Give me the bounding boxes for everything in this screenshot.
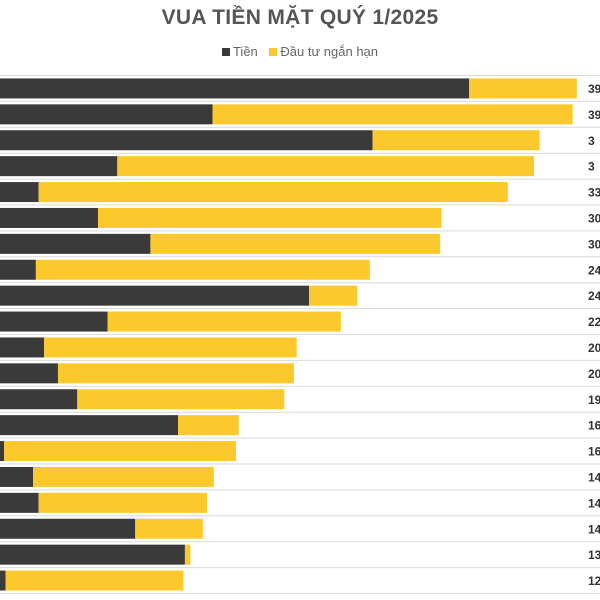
bar-dau-tu (33, 466, 214, 487)
bar-dau-tu (309, 285, 358, 306)
bar-tien (0, 311, 108, 332)
legend-item-tien: Tiền (221, 44, 258, 59)
bar-dau-tu (212, 104, 573, 125)
data-label: 16 (588, 419, 600, 433)
bar-dau-tu (5, 570, 184, 591)
bar-dau-tu (44, 337, 297, 358)
chart-title: VUA TIỀN MẶT QUÝ 1/2025 (161, 6, 439, 29)
bar-tien (0, 233, 151, 254)
data-label: 30 (588, 237, 600, 251)
data-label: 24 (588, 263, 600, 277)
bar-dau-tu (4, 441, 236, 462)
data-label: 14 (588, 522, 600, 536)
bar-tien (0, 570, 6, 591)
legend-swatch-dau-tu (269, 48, 278, 56)
bar-tien (0, 207, 98, 228)
data-label: 20 (588, 341, 600, 355)
bar-dau-tu (184, 544, 191, 565)
data-label: 12 (588, 574, 600, 588)
bar-dau-tu (57, 363, 294, 384)
bar-tien (0, 285, 310, 306)
legend-label-tien: Tiền (232, 44, 258, 59)
data-label: 3 (588, 134, 595, 148)
bar-tien (0, 104, 213, 125)
bar-dau-tu (150, 233, 441, 254)
bar-tien (0, 130, 373, 151)
data-label: 22 (588, 315, 600, 329)
bar-tien (0, 363, 58, 384)
bar-tien (0, 544, 185, 565)
bar-dau-tu (135, 518, 203, 539)
bar-tien (0, 259, 36, 280)
bar-tien (0, 466, 34, 487)
data-label: 39 (588, 108, 600, 122)
bar-tien (0, 337, 45, 358)
data-label: 19 (588, 393, 600, 407)
bar-tien (0, 415, 179, 436)
bar-dau-tu (178, 415, 239, 436)
bar-dau-tu (469, 78, 577, 99)
bar-dau-tu (107, 311, 341, 332)
data-label: 13 (588, 548, 600, 562)
data-label: 20 (588, 367, 600, 381)
bar-tien (0, 182, 39, 203)
bar-tien (0, 156, 118, 177)
bar-dau-tu (117, 156, 535, 177)
bar-dau-tu (38, 182, 508, 203)
bar-tien (0, 441, 5, 462)
bar-tien (0, 492, 39, 513)
legend-label-dau-tu: Đầu tư ngắn hạn (280, 44, 379, 59)
bar-tien (0, 78, 470, 99)
data-label: 16 (588, 445, 600, 459)
bar-dau-tu (372, 130, 540, 151)
data-label: 14 (588, 496, 600, 510)
legend-swatch-tien (221, 48, 230, 56)
data-label: 24 (588, 289, 600, 303)
data-label: 39 (588, 82, 600, 96)
data-label: 30 (588, 211, 600, 225)
legend: Tiền Đầu tư ngắn hạn (0, 44, 600, 59)
data-label: 14 (588, 470, 600, 484)
bar-dau-tu (35, 259, 370, 280)
data-label: 33 (588, 186, 600, 200)
bar-tien (0, 389, 78, 410)
bar-dau-tu (38, 492, 207, 513)
bar-dau-tu (97, 207, 442, 228)
data-label: 3 (588, 160, 595, 174)
bar-tien (0, 518, 136, 539)
bar-dau-tu (77, 389, 285, 410)
legend-item-dau-tu: Đầu tư ngắn hạn (269, 44, 378, 59)
